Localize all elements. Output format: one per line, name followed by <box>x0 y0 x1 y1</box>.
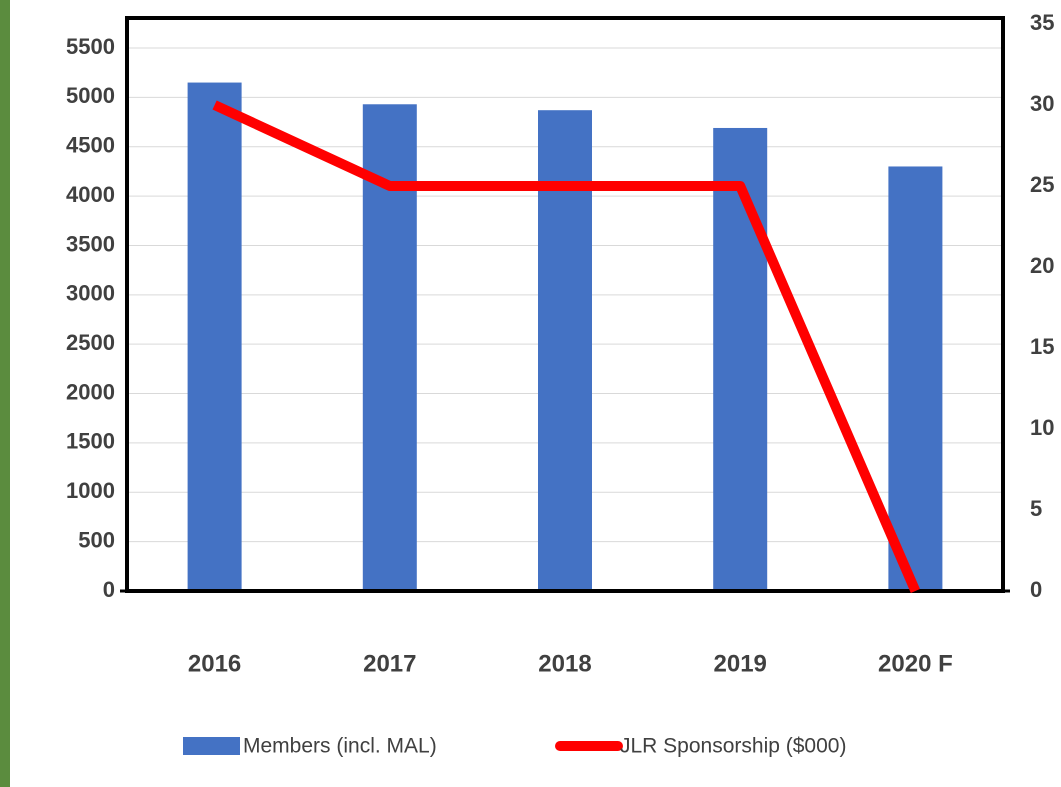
x-tick-label: 2017 <box>363 650 416 677</box>
legend-label: Members (incl. MAL) <box>243 735 437 758</box>
legend-label: JLR Sponsorship ($000) <box>620 735 846 758</box>
y-tick-label: 2000 <box>66 379 115 404</box>
y-tick-label: 5000 <box>66 83 115 108</box>
y-tick-label: 5500 <box>66 34 115 59</box>
y-tick-label: 3500 <box>66 231 115 256</box>
bar <box>713 127 768 592</box>
y2-tick-label: 15 <box>1030 334 1054 359</box>
y2-tick-label: 20 <box>1030 253 1054 278</box>
y-tick-label: 4500 <box>66 133 115 158</box>
y2-tick-label: 25 <box>1030 172 1054 197</box>
side-stripe <box>0 0 10 787</box>
bar <box>888 166 943 592</box>
y2-tick-label: 10 <box>1030 415 1054 440</box>
x-tick-label: 2016 <box>188 650 241 677</box>
y-tick-label: 2500 <box>66 330 115 355</box>
y2-tick-label: 35 <box>1030 10 1054 35</box>
y-tick-label: 1500 <box>66 429 115 454</box>
legend-swatch <box>183 737 240 755</box>
y-tick-label: 3000 <box>66 281 115 306</box>
y2-tick-label: 5 <box>1030 496 1042 521</box>
x-tick-label: 2019 <box>714 650 767 677</box>
y-tick-label: 1000 <box>66 478 115 503</box>
bar <box>187 82 242 592</box>
y2-tick-label: 30 <box>1030 91 1054 116</box>
y-tick-label: 4000 <box>66 182 115 207</box>
y2-tick-label: 0 <box>1030 577 1042 602</box>
x-tick-label: 2018 <box>538 650 591 677</box>
x-tick-label: 2020 F <box>878 650 953 677</box>
line <box>212 100 920 593</box>
y-tick-label: 500 <box>78 527 115 552</box>
y-tick-label: 0 <box>103 577 115 602</box>
